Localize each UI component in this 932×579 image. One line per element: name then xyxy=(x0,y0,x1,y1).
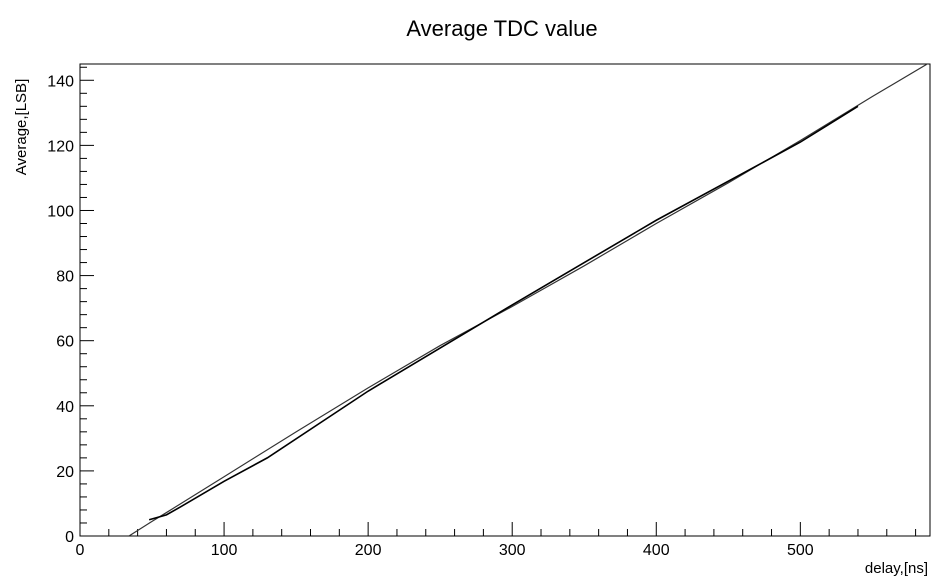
series-line-1 xyxy=(128,64,929,536)
x-axis-label: delay,[ns] xyxy=(865,560,928,577)
y-tick-label: 100 xyxy=(47,203,74,220)
y-tick-label: 0 xyxy=(65,529,74,546)
x-tick-label: 400 xyxy=(643,542,670,559)
y-tick-label: 40 xyxy=(56,399,74,416)
y-axis-label: Average,[LSB] xyxy=(13,79,30,175)
y-tick-label: 60 xyxy=(56,334,74,351)
series-line-2 xyxy=(148,105,859,521)
x-tick-label: 300 xyxy=(499,542,526,559)
axis-ticks: 0 100 200 300 400 500 0 20 40 60 80 100 120 140 xyxy=(47,66,917,559)
chart-title: Average TDC value xyxy=(406,16,597,41)
y-tick-label: 20 xyxy=(56,464,74,481)
y-tick-label: 80 xyxy=(56,269,74,286)
y-tick-label: 120 xyxy=(47,138,74,155)
x-tick-label: 0 xyxy=(76,542,85,559)
x-tick-label: 100 xyxy=(211,542,238,559)
y-tick-label: 140 xyxy=(47,73,74,90)
plot-frame xyxy=(79,63,931,537)
x-tick-label: 200 xyxy=(355,542,382,559)
series-layer xyxy=(128,64,929,536)
x-tick-label: 500 xyxy=(787,542,814,559)
